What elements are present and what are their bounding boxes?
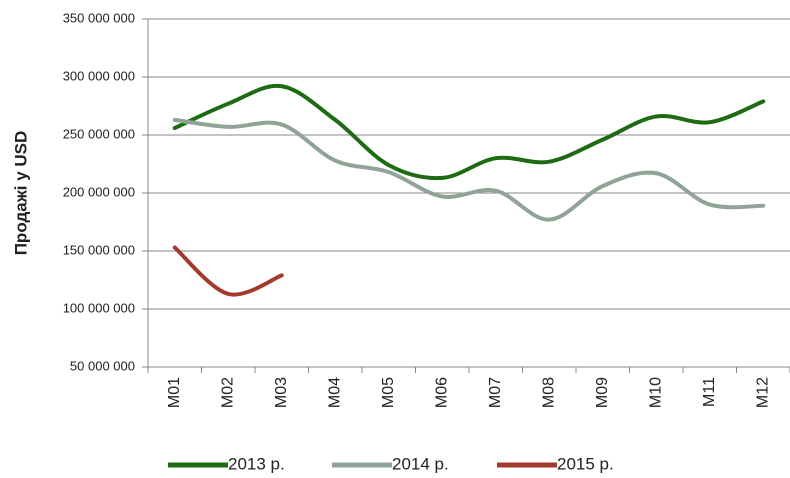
y-tick-label: 50 000 000 [70, 358, 135, 373]
x-tick-label: M07 [487, 377, 504, 408]
series-line [172, 83, 766, 181]
y-tick-label: 200 000 000 [63, 184, 135, 199]
x-tick-label: M11 [701, 377, 718, 407]
x-tick-label: M04 [326, 377, 343, 408]
x-tick-label: M08 [540, 377, 557, 408]
series-line [172, 245, 284, 297]
x-tick-label: M02 [219, 377, 236, 408]
x-tick-label: M09 [594, 377, 611, 408]
y-tick-label: 150 000 000 [63, 242, 135, 257]
y-tick-label: 350 000 000 [63, 10, 135, 25]
legend-label: 2014 р. [392, 454, 449, 473]
legend-label: 2013 р. [228, 454, 285, 473]
legend-label: 2015 р. [557, 454, 614, 473]
y-axis-label: Продажі у USD [11, 131, 30, 256]
x-tick-label: M12 [754, 377, 771, 408]
x-tick-label: M10 [647, 377, 664, 408]
x-tick-label: M01 [166, 377, 183, 408]
y-tick-label: 250 000 000 [63, 126, 135, 141]
y-tick-label: 300 000 000 [63, 68, 135, 83]
x-tick-label: M05 [380, 377, 397, 408]
series-line [172, 117, 766, 222]
y-tick-label: 100 000 000 [63, 300, 135, 315]
x-tick-label: M03 [273, 377, 290, 408]
x-tick-label: M06 [433, 377, 450, 408]
